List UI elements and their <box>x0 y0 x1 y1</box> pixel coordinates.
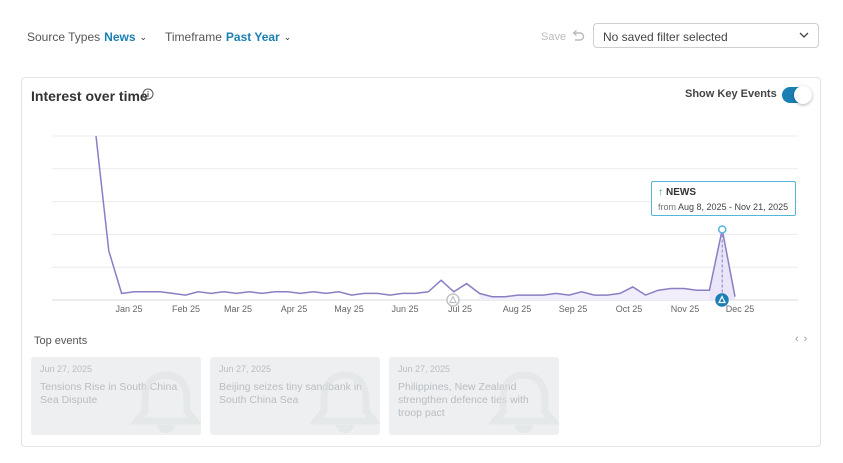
chevron-right-icon[interactable]: › <box>803 333 808 345</box>
source-types-value: News <box>104 30 136 44</box>
tooltip-title: ↑ NEWS <box>658 187 696 198</box>
x-tick-label: Sep 25 <box>559 304 588 314</box>
chart-tooltip: ↑ NEWS from Aug 8, 2025 - Nov 21, 2025 <box>651 181 796 216</box>
event-date: Jun 27, 2025 <box>398 364 451 374</box>
toggle-knob <box>794 86 812 104</box>
tooltip-range: from Aug 8, 2025 - Nov 21, 2025 <box>658 202 788 212</box>
interest-over-time-card: Jan 25 Feb 25 Mar 25 Apr 25 May 25 Jun 25 Jul … <box>21 77 821 447</box>
interest-line-chart: Jan 25 Feb 25 Mar 25 Apr 25 May 25 Jun 25 Jul … <box>52 135 798 314</box>
tooltip-source: NEWS <box>666 187 696 198</box>
source-types-label: Source Types <box>27 30 101 44</box>
arrow-up-icon: ↑ <box>658 187 663 198</box>
event-headline: Philippines, New Zealand strengthen defe… <box>398 381 529 419</box>
x-tick-label: Apr 25 <box>281 304 308 314</box>
timeframe-label: Timeframe <box>165 30 222 44</box>
bell-icon <box>449 295 457 304</box>
saved-filter-value: No saved filter selected <box>603 30 728 44</box>
x-tick-label: Dec 25 <box>726 304 755 314</box>
x-tick-label: Nov 25 <box>671 304 700 314</box>
event-date: Jun 27, 2025 <box>40 364 93 374</box>
x-tick-label: Aug 25 <box>503 304 532 314</box>
x-tick-label: Jan 25 <box>115 304 142 314</box>
event-card[interactable]: Jun 27, 2025 Philippines, New Zealand st… <box>389 357 559 435</box>
top-events-pager: ‹ › <box>790 333 807 345</box>
source-types-filter[interactable]: Source Types News ⌄ <box>27 30 147 44</box>
chevron-left-icon[interactable]: ‹ <box>795 333 799 345</box>
tooltip-from-label: from <box>658 202 676 212</box>
x-tick-label: Jun 25 <box>391 304 418 314</box>
timeframe-filter[interactable]: Timeframe Past Year ⌄ <box>165 30 291 44</box>
area-fill <box>479 286 710 300</box>
filter-bar: Source Types News ⌄ Timeframe Past Year ⌄ Sa… <box>0 0 843 70</box>
x-tick-label: Jul 25 <box>448 304 472 314</box>
chevron-down-icon: ⌄ <box>283 32 292 42</box>
x-tick-label: May 25 <box>334 304 364 314</box>
peak-point <box>717 225 727 234</box>
event-card[interactable]: Jun 27, 2025 Beijing seizes tiny sandban… <box>210 357 380 435</box>
chevron-down-icon <box>799 32 809 38</box>
save-button[interactable]: Save <box>541 31 567 43</box>
bell-icon <box>131 371 201 433</box>
top-events-title: Top events <box>34 335 88 347</box>
bell-icon <box>718 295 726 304</box>
bell-icon <box>310 371 380 433</box>
event-card[interactable]: Jun 27, 2025 Tensions Rise in South Chin… <box>31 357 201 435</box>
chevron-down-icon: ⌄ <box>139 32 148 42</box>
timeframe-value: Past Year <box>225 30 280 44</box>
undo-icon[interactable] <box>570 28 586 44</box>
series-line <box>95 135 736 298</box>
x-tick-label: Oct 25 <box>616 304 643 314</box>
show-key-events-label: Show Key Events <box>685 88 777 100</box>
saved-filter-select[interactable]: No saved filter selected <box>593 23 819 48</box>
x-tick-label: Feb 25 <box>172 304 200 314</box>
show-key-events-toggle[interactable] <box>782 86 812 104</box>
info-icon[interactable] <box>142 88 154 100</box>
x-tick-label: Mar 25 <box>224 304 252 314</box>
event-date: Jun 27, 2025 <box>219 364 272 374</box>
bell-icon <box>489 371 559 433</box>
card-title: Interest over time <box>31 88 148 104</box>
tooltip-range-value: Aug 8, 2025 - Nov 21, 2025 <box>678 202 789 212</box>
